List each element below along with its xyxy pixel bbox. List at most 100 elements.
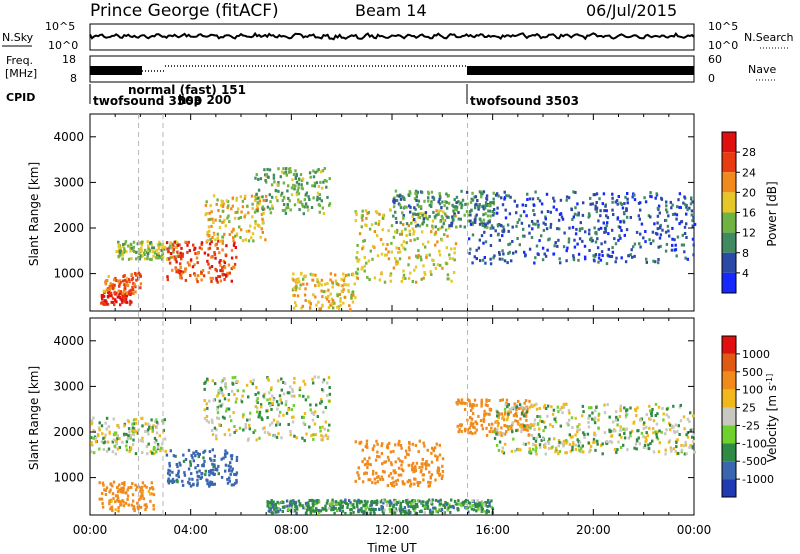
power-cell [394, 210, 397, 214]
velocity-cell [422, 473, 425, 477]
velocity-cell [366, 445, 369, 449]
velocity-cell [127, 420, 131, 424]
power-cell [132, 245, 135, 249]
velocity-cell [425, 501, 428, 505]
cpid-panel: CPID twofsound 3503 normal (fast) 151 hs… [6, 83, 579, 108]
velocity-cell [657, 450, 661, 454]
velocity-cell [109, 482, 112, 486]
velocity-cell [525, 418, 528, 422]
velocity-cell [344, 511, 347, 515]
power-cell [261, 231, 264, 234]
power-cell [631, 255, 634, 259]
power-cell [131, 285, 134, 289]
colorbar-tick-label: 12 [742, 227, 756, 240]
velocity-cell [98, 497, 101, 501]
velocity-cell [407, 453, 410, 457]
power-cell [581, 227, 584, 231]
power-cell [400, 229, 404, 233]
velocity-cell [187, 480, 190, 484]
velocity-cell [272, 398, 275, 402]
power-cell [129, 288, 133, 292]
power-cell [607, 247, 610, 251]
velocity-cell [434, 454, 437, 458]
power-cell [317, 284, 320, 288]
power-cell [356, 276, 359, 280]
velocity-cell [216, 411, 220, 415]
velocity-cell [220, 388, 223, 392]
velocity-cell [316, 500, 319, 504]
power-cell [455, 225, 458, 229]
velocity-cell [242, 413, 245, 417]
power-cell [412, 232, 415, 236]
velocity-cell [182, 459, 186, 463]
power-cell [288, 199, 291, 203]
velocity-cell [543, 420, 546, 424]
velocity-cell [155, 450, 158, 454]
velocity-cell [487, 498, 490, 502]
power-cell [443, 233, 446, 237]
velocity-cell [148, 425, 151, 429]
velocity-cell [680, 443, 683, 447]
velocity-cell [139, 486, 143, 490]
velocity-cell [137, 504, 140, 508]
power-cell [515, 211, 518, 215]
power-cell [206, 259, 209, 263]
velocity-cell [176, 479, 179, 483]
velocity-cell [126, 488, 129, 492]
velocity-cell [474, 505, 477, 508]
x-tick-label: 12:00 [375, 523, 410, 537]
velocity-cell [684, 440, 687, 444]
velocity-cell [642, 445, 646, 449]
power-cell [297, 198, 300, 202]
velocity-cell [361, 480, 365, 484]
velocity-cell [473, 426, 476, 430]
power-cell [119, 246, 122, 250]
velocity-cell [196, 482, 199, 486]
power-cell [536, 219, 539, 223]
velocity-cell [456, 507, 460, 511]
velocity-cell [211, 421, 214, 425]
velocity-cell [464, 402, 467, 405]
velocity-cell [206, 377, 209, 381]
velocity-cell [261, 418, 264, 422]
velocity-cell [369, 463, 372, 467]
velocity-cell [184, 458, 188, 461]
power-cell [448, 253, 451, 257]
power-cell [625, 228, 629, 232]
velocity-cell [102, 436, 105, 440]
velocity-cell [421, 504, 425, 508]
velocity-cell [319, 401, 322, 405]
power-cell [494, 229, 497, 233]
power-cell [430, 202, 433, 206]
power-cell [450, 224, 453, 228]
power-cell [316, 191, 320, 195]
power-cell [306, 181, 309, 185]
power-cell [620, 229, 623, 232]
colorbar-frame [721, 335, 737, 498]
velocity-cell [102, 483, 105, 487]
velocity-cell [349, 508, 352, 512]
power-cell [153, 251, 157, 255]
velocity-cell [365, 471, 368, 475]
power-cell [240, 228, 243, 232]
power-cell [402, 276, 405, 280]
power-cell [232, 236, 235, 240]
velocity-cell [497, 421, 500, 425]
power-cell [213, 252, 217, 256]
velocity-cell [410, 502, 413, 506]
velocity-cell [416, 505, 419, 509]
velocity-cell [268, 433, 271, 436]
velocity-cell [576, 430, 579, 434]
velocity-cell [652, 450, 656, 454]
velocity-cell [363, 503, 366, 507]
power-cell [588, 214, 591, 218]
power-cell [235, 255, 238, 259]
power-cell [616, 202, 619, 206]
velocity-cell [137, 507, 140, 511]
velocity-cell [129, 434, 133, 438]
power-cell [109, 291, 113, 295]
power-cell [413, 218, 416, 221]
power-cell [368, 278, 371, 281]
velocity-cell [486, 500, 489, 504]
velocity-cell [648, 404, 651, 408]
